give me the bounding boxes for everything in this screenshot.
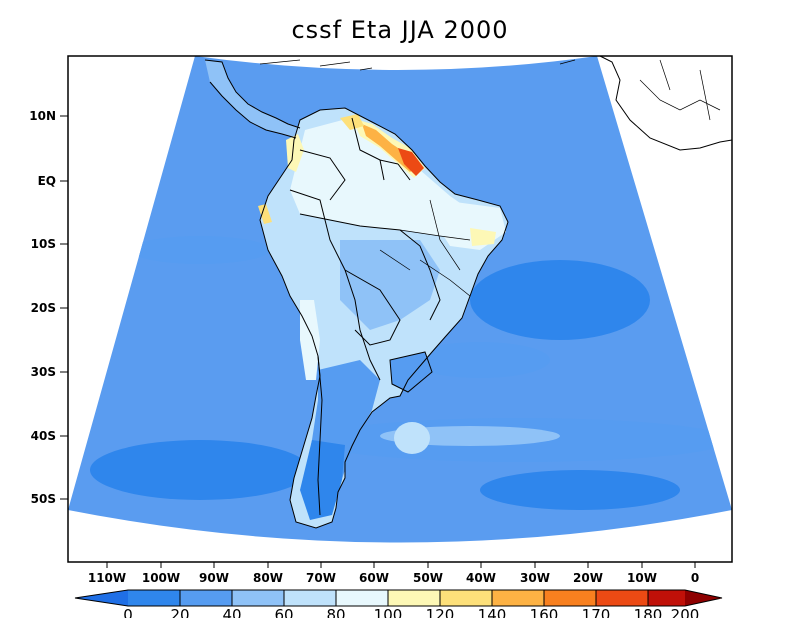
- uruguay-patch: [390, 352, 432, 392]
- colorbar-segment: [232, 590, 284, 606]
- colorbar-label: 200: [671, 606, 700, 618]
- colorbar-segment: [284, 590, 336, 606]
- central-america-outline: [204, 59, 301, 139]
- caribbean-islands: [259, 59, 576, 71]
- colorbar-label: 20: [170, 606, 189, 618]
- colorbar-arrow-high: [685, 590, 722, 606]
- colorbar-label: 80: [326, 606, 345, 618]
- colorbar-label: 60: [274, 606, 293, 618]
- patagonia-dark: [300, 440, 345, 520]
- x-tick-label: 80W: [253, 571, 283, 585]
- colorbar-segment: [648, 590, 685, 606]
- x-tick-label: 20W: [573, 571, 603, 585]
- x-tick-label: 0: [691, 571, 699, 585]
- colorbar-segment: [596, 590, 648, 606]
- border-colombia: [299, 149, 346, 201]
- border-andes: [289, 189, 381, 381]
- x-tick-label: 60W: [359, 571, 389, 585]
- x-tick-label: 70W: [306, 571, 336, 585]
- ocean-patch-light-atlantic: [410, 342, 550, 378]
- colorbar-segment: [440, 590, 492, 606]
- y-tick-label: 40S: [31, 429, 56, 443]
- venezuela-coast-orange: [340, 114, 364, 130]
- x-tick-label: 10W: [627, 571, 657, 585]
- border-uruguay: [389, 351, 433, 393]
- colorbar-segment: [336, 590, 388, 606]
- y-axis: 10N EQ 10S 20S 30S 40S 50S: [29, 109, 68, 506]
- y-tick-label: 50S: [31, 492, 56, 506]
- colorbar-outline: [74, 589, 723, 607]
- x-tick-label: 110W: [88, 571, 126, 585]
- ocean-patch-light-falkland: [394, 422, 430, 454]
- y-tick-label: 10S: [31, 237, 56, 251]
- y-tick-label: 20S: [31, 301, 56, 315]
- continent-outline: [259, 107, 509, 529]
- africa-borders: [639, 59, 721, 121]
- x-tick-label: 90W: [199, 571, 229, 585]
- border-bolivia-paraguay: [344, 269, 401, 346]
- africa-coast: [599, 55, 733, 151]
- colorbar-segment: [492, 590, 544, 606]
- x-tick-label: 50W: [413, 571, 443, 585]
- border-brazil-west: [299, 213, 441, 321]
- map-title: cssf Eta JJA 2000: [291, 16, 509, 44]
- ocean-patch-darker-atlantic: [470, 260, 650, 340]
- colorbar-segment: [180, 590, 232, 606]
- y-tick-label: EQ: [38, 174, 56, 188]
- ocean-patch-darker-sw: [90, 440, 310, 500]
- colorbar-label: 120: [426, 606, 455, 618]
- amazon-lighter: [290, 118, 470, 240]
- guianas-red-orange: [398, 148, 424, 176]
- colorbar-label: 40: [222, 606, 241, 618]
- plot-frame: [67, 55, 733, 563]
- colorbar: 0 20 40 60 80 100 120 140 160 170 180 20…: [74, 589, 723, 618]
- x-tick-label: 30W: [520, 571, 550, 585]
- peru-coast-orange: [258, 204, 272, 224]
- x-tick-label: 40W: [466, 571, 496, 585]
- ocean-patch-light-pacific: [130, 236, 270, 264]
- colorbar-label: 180: [634, 606, 663, 618]
- colorbar-label: 140: [478, 606, 507, 618]
- border-brazil-states: [379, 199, 471, 297]
- colorbar-label: 100: [374, 606, 403, 618]
- colorbar-label: 160: [530, 606, 559, 618]
- y-tick-label: 30S: [31, 365, 56, 379]
- andes-south-light: [300, 300, 320, 380]
- x-axis: 110W 100W 90W 80W 70W 60W 50W 40W 30W 20…: [88, 562, 699, 585]
- ocean-patch-darker-se: [480, 470, 680, 510]
- x-tick-label: 100W: [142, 571, 180, 585]
- border-guianas: [351, 117, 411, 181]
- colorbar-segment: [128, 590, 180, 606]
- colorbar-label: 0: [123, 606, 133, 618]
- colorbar-segment: [544, 590, 596, 606]
- plateau-medium: [340, 240, 440, 330]
- ne-brazil-yellow: [470, 228, 496, 246]
- y-tick-label: 10N: [29, 109, 56, 123]
- boundaries: [204, 55, 733, 529]
- colorbar-label: 170: [582, 606, 611, 618]
- colorbar-arrow-low: [75, 590, 128, 606]
- colorbar-segment: [388, 590, 440, 606]
- border-argentina-chile: [317, 355, 323, 516]
- field-layer: [90, 60, 730, 528]
